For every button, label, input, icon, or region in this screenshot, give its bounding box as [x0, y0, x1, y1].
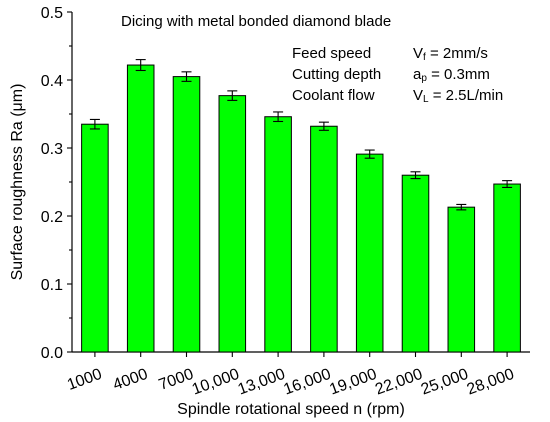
- annotation-label: Cutting depth: [292, 66, 381, 83]
- x-tick-label: 10,000: [190, 366, 242, 399]
- annotation-label: Coolant flow: [292, 87, 375, 104]
- y-tick-label: 0.5: [41, 5, 63, 22]
- bar-13000: [264, 116, 292, 353]
- x-tick-label: 25,000: [419, 366, 471, 399]
- x-tick-label: 7000: [157, 366, 196, 394]
- x-tick-label: 19,000: [327, 366, 379, 399]
- x-tick-label: 22,000: [373, 366, 425, 399]
- bar-22000: [401, 174, 430, 353]
- x-tick-label: 13,000: [236, 366, 288, 399]
- bar-25000: [447, 206, 476, 353]
- y-tick-label: 0.3: [41, 141, 63, 158]
- bar-16000: [310, 125, 338, 353]
- y-tick-label: 0.1: [41, 277, 63, 294]
- y-tick-label: 0.2: [41, 209, 63, 226]
- x-axis-title: Spindle rotational speed n (rpm): [177, 401, 405, 418]
- x-tick-label: 28,000: [465, 366, 517, 399]
- annotation-value: Vf = 2mm/s: [413, 45, 488, 63]
- annotation-label: Feed speed: [292, 45, 371, 62]
- bar-19000: [355, 153, 384, 353]
- x-tick-label: 1000: [65, 366, 104, 394]
- x-tick-label: 4000: [111, 366, 150, 394]
- bar-1000: [81, 123, 109, 353]
- bar-4000: [126, 64, 155, 353]
- bar-28000: [493, 183, 521, 353]
- x-tick-label: 16,000: [281, 366, 333, 399]
- y-axis-title: Surface roughness Ra (μm): [9, 84, 26, 281]
- annotation-value: VL = 2.5L/min: [413, 87, 503, 105]
- bar-7000: [172, 76, 201, 353]
- y-tick-label: 0.4: [41, 73, 63, 90]
- bar-10000: [218, 95, 247, 353]
- annotation-value: ap = 0.3mm: [413, 66, 490, 84]
- chart-title: Dicing with metal bonded diamond blade: [121, 13, 391, 30]
- y-tick-label: 0.0: [41, 345, 63, 362]
